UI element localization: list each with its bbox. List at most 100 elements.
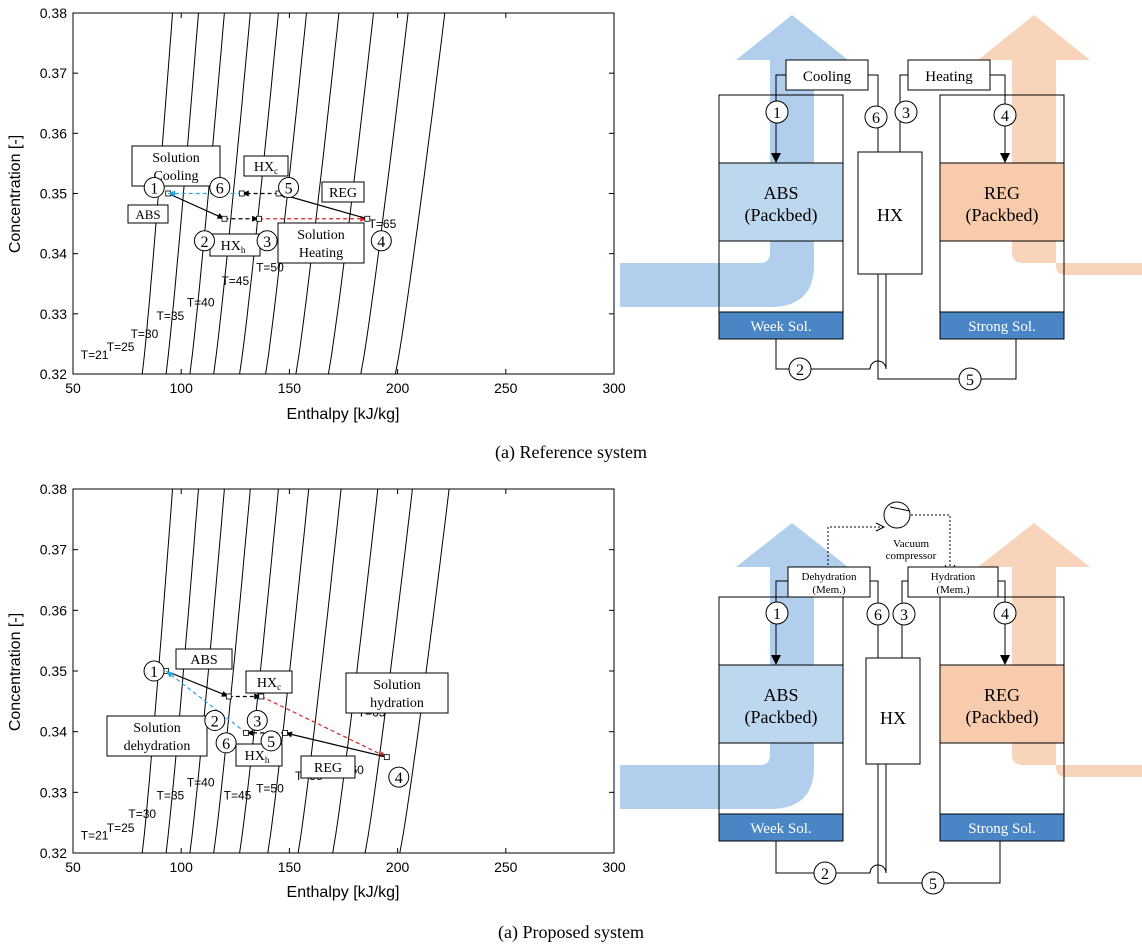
node-4: 4: [993, 103, 1017, 127]
process-annotations: Solution Cooling ABS HXc REG HXh Solutio…: [127, 145, 365, 264]
state-point-4: 4: [388, 766, 410, 788]
svg-text:5: 5: [267, 734, 275, 751]
y-tick-label: 0.33: [40, 784, 67, 800]
svg-text:6: 6: [222, 736, 230, 753]
isotherm-curve: [189, 13, 225, 374]
x-tick-label: 300: [602, 380, 626, 396]
reg-label: REG: [329, 186, 357, 201]
solution-hydration-label-2: hydration: [370, 696, 424, 711]
hxh-label: HXh: [221, 239, 246, 255]
svg-text:5: 5: [966, 372, 974, 389]
path-arrowhead: [168, 190, 176, 197]
cooling-label: Cooling: [803, 69, 852, 85]
label-box: [245, 670, 293, 694]
y-tick-label: 0.35: [40, 663, 67, 679]
hxh-label: HXh: [245, 749, 270, 765]
vacuum-label-2: compressor: [886, 550, 937, 562]
svg-text:2: 2: [200, 234, 208, 251]
x-tick-label: 250: [494, 859, 518, 875]
cooling-box: [785, 59, 869, 91]
compressor-detail: [889, 506, 911, 512]
solution-heating-label-2: Heating: [299, 246, 343, 261]
y-tick-label: 0.32: [40, 845, 67, 861]
vacuum-line: [827, 526, 884, 573]
state-marker: [256, 215, 263, 222]
solution-cooling-label-1: Solution: [152, 151, 199, 166]
x-tick-label: 200: [386, 380, 410, 396]
path-arrowhead: [241, 190, 249, 197]
state-point-1: 1: [143, 177, 165, 198]
x-tick-label: 150: [278, 380, 302, 396]
isotherm-label: T=35: [157, 789, 185, 803]
solution-dehydration-label-2: dehydration: [124, 739, 191, 754]
x-axis-label: Enthalpy [kJ/kg]: [287, 406, 400, 423]
vacuum-line: [911, 514, 951, 573]
isotherm-curve: [239, 13, 279, 374]
node-6: 6: [864, 105, 888, 129]
solution-dehydration-label-1: Solution: [133, 721, 180, 736]
state-point-4: 4: [370, 230, 392, 252]
reg-title: REG: [984, 183, 1020, 203]
node-3: 3: [892, 602, 916, 626]
solution-hydration-label-1: Solution: [373, 678, 420, 693]
y-axis-label: Concentration [-]: [7, 613, 24, 731]
x-tick-label: 300: [602, 859, 626, 875]
pipe: [990, 74, 1006, 95]
svg-text:4: 4: [395, 770, 403, 787]
dehydration-box: [787, 566, 871, 598]
strong-solution-tank: [939, 311, 1065, 340]
svg-text:1: 1: [150, 181, 158, 198]
process-path: [278, 192, 368, 220]
svg-text:5: 5: [929, 876, 937, 893]
reference-caption: (a) Reference system: [495, 442, 647, 462]
x-tick-label: 100: [170, 859, 194, 875]
hx-label: HX: [880, 708, 906, 728]
reference-schematic: ABS (Packbed) Week Sol. REG (Packbed) St…: [620, 15, 1142, 391]
path-arrowhead: [166, 671, 174, 678]
solution-cooling-label-2: Cooling: [153, 169, 198, 184]
state-point-2: 2: [193, 230, 215, 252]
isotherm-curves: [141, 489, 450, 853]
strong-solution-tank: [939, 813, 1065, 842]
x-tick-label: 50: [65, 859, 81, 875]
process-paths: [163, 668, 390, 761]
isotherm-label: T=40: [187, 296, 215, 310]
node-4: 4: [993, 601, 1017, 625]
y-tick-label: 0.34: [40, 724, 67, 740]
isotherm-label: T=35: [157, 309, 185, 323]
path-arrowhead: [252, 215, 260, 222]
pipe: [775, 274, 887, 370]
svg-text:1: 1: [150, 664, 158, 681]
axis-ticks: 50 100 150 200 250 300 0.32 0.33 0.34 0.35 0.36 0.3…: [40, 481, 626, 875]
isotherm-curve: [360, 13, 409, 374]
process-path: [284, 732, 387, 758]
label-box: [345, 672, 449, 714]
y-tick-label: 0.35: [40, 186, 67, 202]
svg-text:4: 4: [377, 234, 385, 251]
x-tick-label: 50: [65, 380, 81, 396]
label-box: [127, 204, 169, 224]
state-marker: [258, 693, 265, 700]
isotherm-curve: [297, 489, 342, 853]
cooling-air-arrow: [620, 15, 848, 307]
axis-ticks: 50 100 150 200 250 300 0.32 0.33 0.34 0.35 0.36 0.3…: [40, 5, 626, 396]
heating-box: [907, 59, 991, 91]
weak-solution-tank: [718, 311, 844, 340]
node-2: 2: [788, 357, 812, 381]
y-tick-label: 0.36: [40, 602, 67, 618]
abs-packbed: [718, 162, 844, 242]
isotherm-label: T=45: [221, 274, 249, 288]
isotherm-curve: [189, 489, 225, 853]
label-box: [321, 181, 365, 203]
node-6: 6: [866, 602, 890, 626]
state-point-5: 5: [278, 177, 300, 198]
node-3: 3: [894, 100, 918, 124]
proposed-schematic: Vacuum compressor ABS (Packbed) Week Sol…: [620, 501, 1142, 895]
y-axis-label: Concentration [-]: [7, 135, 24, 253]
x-axis-label: Enthalpy [kJ/kg]: [287, 884, 400, 901]
proposed-caption: (a) Proposed system: [498, 922, 644, 942]
y-tick-label: 0.33: [40, 306, 67, 322]
hxc-label: HXc: [257, 676, 281, 692]
node-2: 2: [813, 861, 837, 885]
dehydration-label-1: Dehydration: [802, 571, 857, 583]
